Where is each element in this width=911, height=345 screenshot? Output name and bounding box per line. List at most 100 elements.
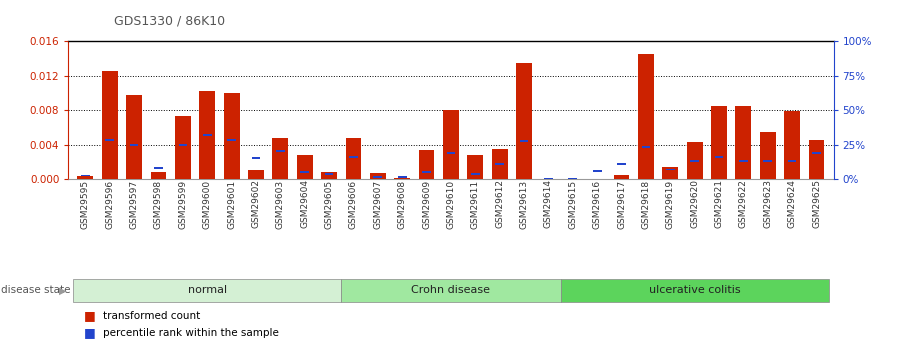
Bar (666, 169, 675, 170)
Bar (812, 152, 821, 154)
Bar (398, 176, 406, 178)
Text: GSM29600: GSM29600 (203, 179, 211, 228)
Text: GSM29623: GSM29623 (763, 179, 773, 228)
Bar (496, 163, 504, 165)
Bar (784, 111, 800, 179)
Bar (809, 140, 824, 179)
Bar (763, 160, 773, 162)
Text: GSM29608: GSM29608 (398, 179, 406, 228)
FancyBboxPatch shape (560, 279, 829, 302)
Bar (735, 106, 752, 179)
Bar (687, 142, 702, 179)
Text: normal: normal (188, 285, 227, 295)
Bar (345, 138, 362, 179)
Bar (297, 155, 312, 179)
Text: GSM29615: GSM29615 (568, 179, 578, 228)
Bar (492, 149, 507, 179)
Text: GSM29624: GSM29624 (788, 179, 796, 228)
Text: GSM29614: GSM29614 (544, 179, 553, 228)
Text: GSM29596: GSM29596 (106, 179, 114, 228)
Bar (127, 95, 142, 179)
Text: GSM29613: GSM29613 (519, 179, 528, 228)
Bar (224, 93, 240, 179)
Bar (419, 150, 435, 179)
Text: ■: ■ (84, 326, 96, 339)
Text: GSM29602: GSM29602 (251, 179, 261, 228)
Text: GSM29617: GSM29617 (617, 179, 626, 228)
Bar (517, 63, 532, 179)
Text: GSM29599: GSM29599 (179, 179, 188, 228)
Bar (374, 176, 383, 178)
Bar (544, 177, 553, 179)
Text: ulcerative colitis: ulcerative colitis (649, 285, 741, 295)
Text: GSM29597: GSM29597 (129, 179, 138, 228)
FancyBboxPatch shape (342, 279, 560, 302)
Bar (691, 160, 699, 162)
Bar (739, 160, 748, 162)
Bar (276, 150, 285, 152)
Bar (662, 167, 678, 179)
Text: percentile rank within the sample: percentile rank within the sample (103, 328, 279, 338)
Text: GSM29598: GSM29598 (154, 179, 163, 228)
Text: GSM29604: GSM29604 (301, 179, 309, 228)
Text: GSM29619: GSM29619 (666, 179, 675, 228)
Text: GSM29605: GSM29605 (324, 179, 333, 228)
Text: GSM29612: GSM29612 (496, 179, 504, 228)
Bar (150, 172, 167, 179)
Bar (714, 156, 723, 158)
Text: GSM29610: GSM29610 (446, 179, 456, 228)
Bar (251, 157, 261, 159)
Bar (349, 156, 358, 158)
Bar (81, 175, 90, 177)
Text: GSM29603: GSM29603 (276, 179, 285, 228)
Bar (568, 177, 578, 179)
Bar (129, 144, 138, 146)
Text: GSM29606: GSM29606 (349, 179, 358, 228)
Bar (227, 139, 236, 141)
Text: disease state: disease state (1, 286, 70, 295)
Bar (638, 54, 654, 179)
Bar (248, 170, 264, 179)
Text: transformed count: transformed count (103, 311, 200, 321)
Bar (179, 144, 188, 146)
Bar (641, 146, 650, 148)
Bar (102, 71, 118, 179)
Bar (422, 171, 431, 173)
Bar (617, 163, 626, 165)
Bar (200, 91, 215, 179)
Text: ■: ■ (84, 309, 96, 322)
Bar (154, 167, 163, 169)
Text: GDS1330 / 86K10: GDS1330 / 86K10 (114, 14, 225, 28)
Text: GSM29595: GSM29595 (81, 179, 90, 228)
Bar (106, 139, 114, 141)
Bar (788, 160, 796, 162)
Bar (301, 171, 309, 173)
Text: GSM29616: GSM29616 (593, 179, 601, 228)
Bar (175, 117, 190, 179)
Bar (203, 134, 211, 136)
Text: GSM29601: GSM29601 (227, 179, 236, 228)
Bar (760, 132, 775, 179)
Bar (322, 172, 337, 179)
Bar (519, 140, 528, 141)
Text: GSM29611: GSM29611 (471, 179, 480, 228)
Text: GSM29618: GSM29618 (641, 179, 650, 228)
Bar (370, 173, 385, 179)
Text: GSM29621: GSM29621 (714, 179, 723, 228)
FancyBboxPatch shape (73, 279, 342, 302)
Bar (614, 175, 630, 179)
Bar (443, 110, 459, 179)
Text: ▶: ▶ (59, 286, 67, 295)
Text: GSM29625: GSM29625 (812, 179, 821, 228)
Bar (471, 173, 480, 175)
Bar (272, 138, 288, 179)
Bar (711, 106, 727, 179)
Bar (446, 152, 456, 154)
Text: Crohn disease: Crohn disease (412, 285, 490, 295)
Bar (324, 173, 333, 175)
Bar (394, 178, 410, 179)
Bar (467, 155, 483, 179)
Text: GSM29609: GSM29609 (422, 179, 431, 228)
Text: GSM29620: GSM29620 (691, 179, 699, 228)
Bar (77, 176, 93, 179)
